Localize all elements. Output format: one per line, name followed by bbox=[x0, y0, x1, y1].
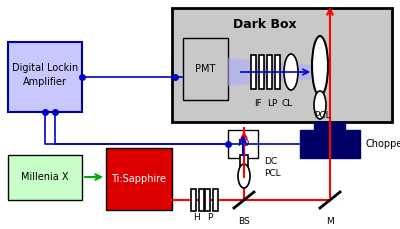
Text: Digital Lockin: Digital Lockin bbox=[12, 63, 78, 73]
Polygon shape bbox=[228, 58, 313, 86]
Bar bbox=[8, 42, 82, 112]
Bar bbox=[212, 189, 218, 211]
Bar bbox=[258, 55, 264, 89]
Bar bbox=[198, 189, 204, 211]
Bar bbox=[240, 155, 248, 169]
Ellipse shape bbox=[284, 54, 298, 90]
Bar bbox=[172, 8, 392, 122]
Bar bbox=[274, 55, 280, 89]
Text: PD: PD bbox=[237, 139, 249, 148]
Bar bbox=[300, 130, 360, 158]
Ellipse shape bbox=[312, 36, 328, 96]
Bar bbox=[8, 155, 82, 200]
Text: BS: BS bbox=[238, 218, 250, 226]
Text: M: M bbox=[326, 218, 334, 226]
Bar bbox=[250, 55, 256, 89]
Bar bbox=[314, 122, 345, 138]
Text: H: H bbox=[193, 213, 199, 223]
Text: DC: DC bbox=[264, 158, 277, 166]
Text: Dark Box: Dark Box bbox=[233, 18, 297, 31]
Text: Chopper: Chopper bbox=[365, 139, 400, 149]
Text: Millenia X: Millenia X bbox=[21, 172, 69, 182]
Bar bbox=[190, 189, 196, 211]
Bar bbox=[204, 189, 210, 211]
Text: Amplifier: Amplifier bbox=[23, 77, 67, 87]
Text: CL: CL bbox=[281, 99, 293, 109]
Text: P: P bbox=[207, 213, 213, 223]
Ellipse shape bbox=[238, 164, 250, 188]
Bar bbox=[183, 38, 228, 100]
Bar bbox=[228, 130, 258, 158]
Text: PCL: PCL bbox=[314, 112, 330, 120]
Text: LP: LP bbox=[267, 99, 277, 109]
Text: PCL: PCL bbox=[264, 169, 281, 178]
Text: IF: IF bbox=[254, 99, 262, 109]
Text: Ti:Sapphire: Ti:Sapphire bbox=[112, 174, 166, 184]
Bar bbox=[266, 55, 272, 89]
Bar bbox=[106, 148, 172, 210]
Ellipse shape bbox=[314, 91, 326, 119]
Text: PMT: PMT bbox=[195, 64, 215, 74]
